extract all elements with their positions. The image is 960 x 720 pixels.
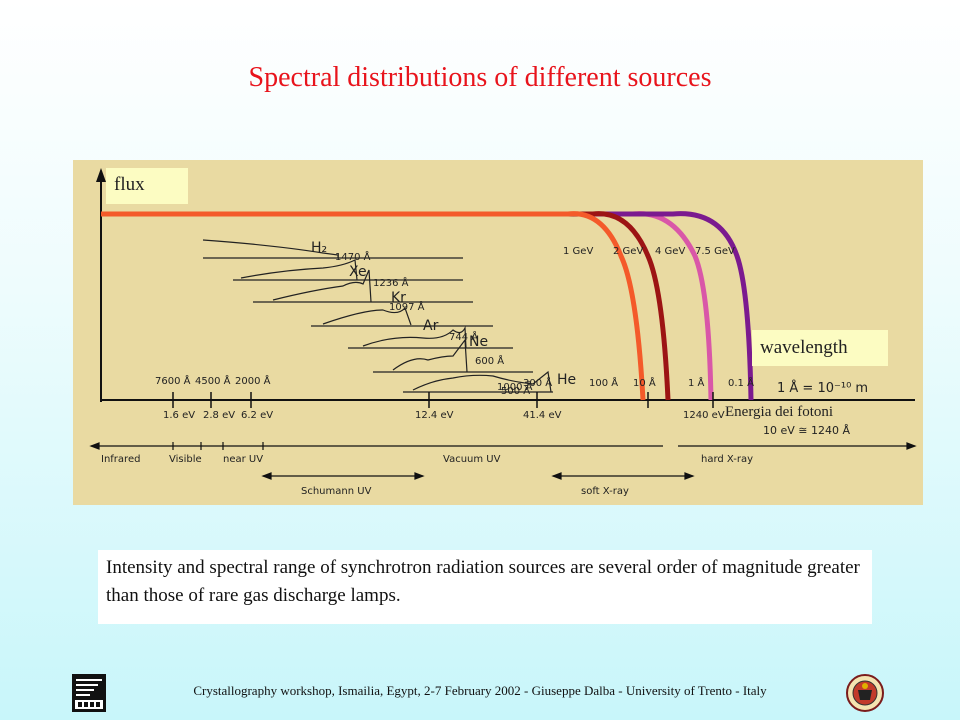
gas-label-ar: Ar xyxy=(423,318,439,334)
region-near-uv: near UV xyxy=(223,454,263,465)
wavelength-label: wavelength xyxy=(752,330,888,366)
energy-axis-title: Energia dei fotoni xyxy=(725,404,833,420)
energy-tick-12-4: 12.4 eV xyxy=(415,410,454,421)
wl-tick-1000: 1000 Å xyxy=(497,380,533,393)
wl-tick-0-1: 0.1 Å xyxy=(728,376,754,389)
energy-tick-6-2: 6.2 eV xyxy=(241,410,273,421)
gas-wavelength-h2: 1470 Å xyxy=(335,250,371,263)
wl-tick-7600: 7600 Å xyxy=(155,374,191,387)
energy-note: 10 eV ≅ 1240 Å xyxy=(763,424,850,437)
gas-wavelength-ar: 744 Å xyxy=(449,330,478,343)
gas-lamp-spectra xyxy=(202,239,553,393)
wl-tick-4500: 4500 Å xyxy=(195,374,231,387)
footer-text: Crystallography workshop, Ismailia, Egyp… xyxy=(193,683,767,698)
flux-curve-1gev xyxy=(101,211,646,401)
wl-tick-2000: 2000 Å xyxy=(235,374,271,387)
region-infrared: Infrared xyxy=(101,454,140,465)
wavelength-ticks xyxy=(172,392,714,408)
region-schumann-uv: Schumann UV xyxy=(301,486,372,497)
gas-wavelength-ne: 600 Å xyxy=(475,354,504,367)
gas-label-kr: Kr xyxy=(391,290,406,306)
university-seal-icon xyxy=(846,674,884,712)
beam-energy-2gev: 2 GeV xyxy=(613,246,643,257)
beam-energy-7-5gev: 7.5 GeV xyxy=(695,246,735,257)
beam-energy-labels: 1 GeV 2 GeV 4 GeV 7.5 GeV xyxy=(563,246,735,257)
slide-title: Spectral distributions of different sour… xyxy=(248,62,712,93)
region-hard-xray: hard X-ray xyxy=(701,454,753,465)
gas-label-xe: Xe xyxy=(349,264,367,280)
region-arrows xyxy=(89,442,917,480)
beam-energy-4gev: 4 GeV xyxy=(655,246,685,257)
caption-box: Intensity and spectral range of synchrot… xyxy=(98,550,872,624)
gas-labels: H₂ 1470 Å Xe 1236 Å Kr 1097 Å Ar 744 Å N… xyxy=(311,240,576,397)
gas-label-h2: H₂ xyxy=(311,240,327,256)
wavelength-tick-labels: 7600 Å 4500 Å 2000 Å 1000 Å 300 Å 100 Å … xyxy=(155,374,868,396)
wl-tick-300: 300 Å xyxy=(523,376,552,389)
wl-tick-100: 100 Å xyxy=(589,376,618,389)
gas-wavelength-xe: 1236 Å xyxy=(373,276,409,289)
flux-curve-7-5gev xyxy=(101,211,754,401)
region-soft-xray: soft X-ray xyxy=(581,486,629,497)
gas-label-ne: Ne xyxy=(469,334,488,350)
angstrom-note: 1 Å = 10⁻¹⁰ m xyxy=(777,380,868,396)
gas-wavelength-kr: 1097 Å xyxy=(389,300,425,313)
flux-label: flux xyxy=(106,168,188,204)
region-visible: Visible xyxy=(169,454,202,465)
spectral-diagram: H₂ 1470 Å Xe 1236 Å Kr 1097 Å Ar 744 Å N… xyxy=(89,168,917,497)
energy-tick-labels: 1.6 eV 2.8 eV 6.2 eV 12.4 eV 41.4 eV 124… xyxy=(163,410,725,421)
energy-tick-2-8: 2.8 eV xyxy=(203,410,235,421)
beam-energy-1gev: 1 GeV xyxy=(563,246,593,257)
energy-tick-1240: 1240 eV xyxy=(683,410,725,421)
region-labels: Infrared Visible near UV Vacuum UV hard … xyxy=(101,454,753,497)
region-vacuum-uv: Vacuum UV xyxy=(443,454,501,465)
energy-tick-1-6: 1.6 eV xyxy=(163,410,195,421)
iucr-logo-icon xyxy=(72,674,106,712)
flux-axis-arrow xyxy=(96,168,106,182)
energy-tick-41-4: 41.4 eV xyxy=(523,410,562,421)
gas-wavelength-he: 500 Å xyxy=(501,384,530,397)
flux-curve-2gev xyxy=(101,211,671,401)
wl-tick-1: 1 Å xyxy=(688,376,705,389)
gas-label-he: He xyxy=(557,372,576,388)
wl-tick-10: 10 Å xyxy=(633,376,656,389)
